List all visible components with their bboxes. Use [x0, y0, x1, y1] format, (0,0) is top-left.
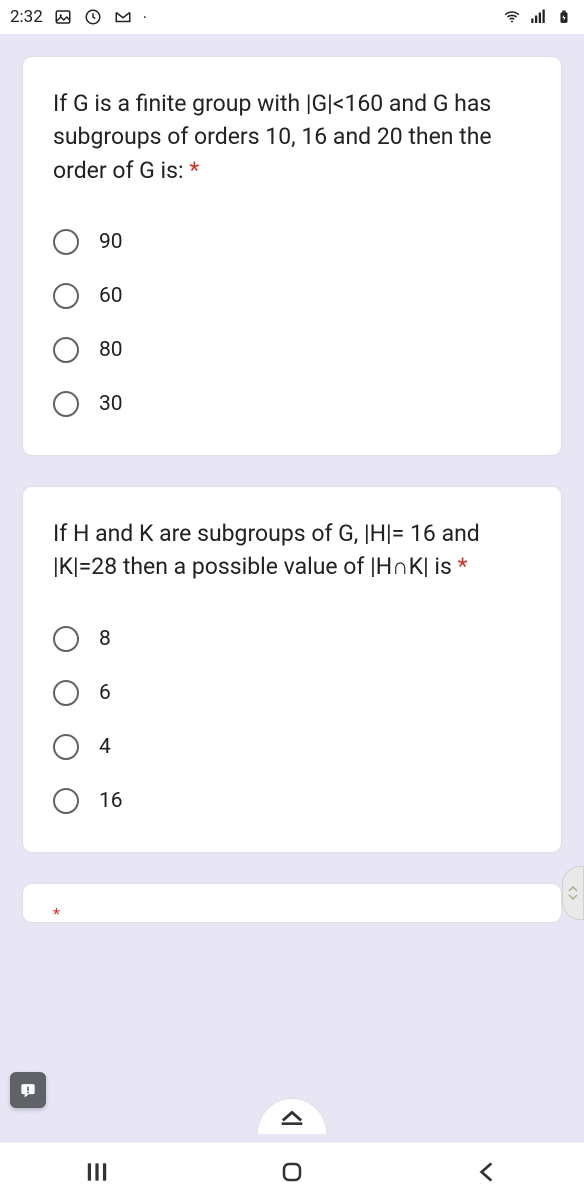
- options-group-1: 90 60 80 30: [53, 215, 531, 431]
- gmail-icon: [113, 7, 133, 27]
- option-label: 6: [99, 681, 111, 705]
- back-icon: [474, 1159, 500, 1185]
- option-1-1[interactable]: 60: [53, 269, 531, 323]
- radio-icon: [53, 391, 79, 417]
- radio-icon: [53, 283, 79, 309]
- status-bar: 2:32 ·: [0, 0, 584, 34]
- option-label: 8: [99, 627, 111, 651]
- question-2-body: If H and K are subgroups of G, |H|= 16 a…: [53, 520, 480, 580]
- required-indicator: *: [189, 157, 199, 184]
- option-label: 16: [99, 789, 123, 813]
- form-content: If G is a finite group with |G|<160 and …: [0, 34, 584, 923]
- signal-icon: [528, 7, 548, 27]
- scroll-handle[interactable]: [562, 866, 584, 920]
- status-time: 2:32: [10, 7, 43, 27]
- options-group-2: 8 6 4 16: [53, 612, 531, 828]
- battery-icon: [554, 7, 574, 27]
- option-label: 30: [99, 392, 123, 416]
- home-button[interactable]: [277, 1157, 307, 1187]
- radio-icon: [53, 229, 79, 255]
- option-1-2[interactable]: 80: [53, 323, 531, 377]
- question-text: If G is a finite group with |G|<160 and …: [53, 87, 531, 187]
- wifi-icon: [502, 7, 522, 27]
- chevron-down-icon: [568, 894, 578, 900]
- option-2-2[interactable]: 4: [53, 720, 531, 774]
- option-label: 60: [99, 284, 123, 308]
- report-issue-button[interactable]: [10, 1072, 46, 1108]
- question-card-2: If H and K are subgroups of G, |H|= 16 a…: [22, 486, 562, 853]
- recents-button[interactable]: [82, 1157, 112, 1187]
- question-card-1: If G is a finite group with |G|<160 and …: [22, 56, 562, 456]
- whatsapp-icon: [83, 7, 103, 27]
- radio-icon: [53, 680, 79, 706]
- home-icon: [280, 1160, 304, 1184]
- radio-icon: [53, 788, 79, 814]
- option-2-3[interactable]: 16: [53, 774, 531, 828]
- alert-icon: [18, 1080, 38, 1100]
- collapse-handle[interactable]: [257, 1098, 327, 1134]
- required-indicator: *: [458, 553, 468, 580]
- status-right: [502, 7, 574, 27]
- option-1-3[interactable]: 30: [53, 377, 531, 431]
- chevron-up-icon: [568, 886, 578, 892]
- recents-icon: [84, 1159, 110, 1185]
- chevron-up-bar-icon: [278, 1109, 306, 1125]
- image-icon: [53, 7, 73, 27]
- option-label: 4: [99, 735, 111, 759]
- option-label: 90: [99, 230, 123, 254]
- radio-icon: [53, 337, 79, 363]
- question-text: If H and K are subgroups of G, |H|= 16 a…: [53, 517, 531, 584]
- navigation-bar: [0, 1142, 584, 1200]
- question-card-partial: *: [22, 883, 562, 923]
- question-1-body: If G is a finite group with |G|<160 and …: [53, 90, 492, 184]
- option-2-0[interactable]: 8: [53, 612, 531, 666]
- radio-icon: [53, 734, 79, 760]
- option-label: 80: [99, 338, 123, 362]
- option-2-1[interactable]: 6: [53, 666, 531, 720]
- back-button[interactable]: [472, 1157, 502, 1187]
- required-indicator: *: [53, 904, 60, 923]
- status-left: 2:32 ·: [10, 7, 147, 27]
- radio-icon: [53, 626, 79, 652]
- dot-icon: ·: [143, 8, 147, 27]
- option-1-0[interactable]: 90: [53, 215, 531, 269]
